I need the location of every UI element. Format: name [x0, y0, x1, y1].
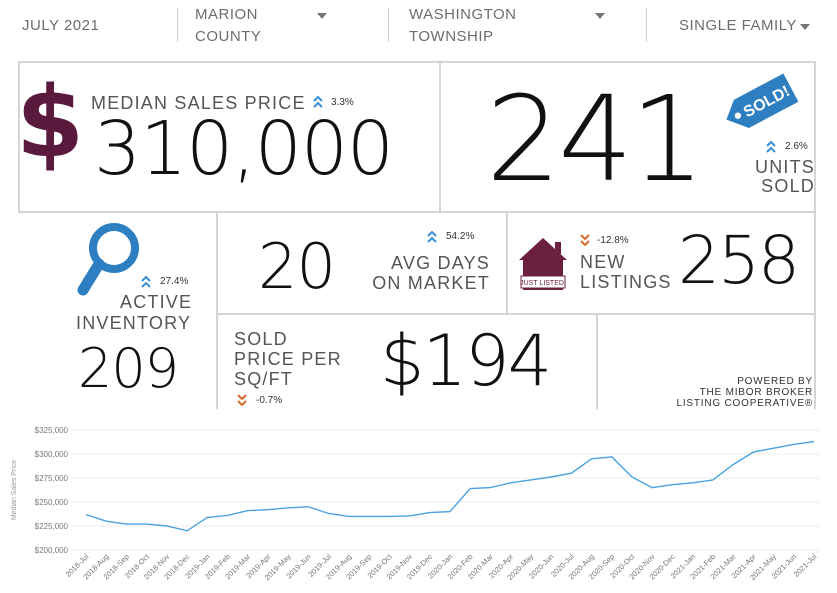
divider — [18, 61, 20, 213]
divider — [216, 211, 218, 409]
chevron-down-icon — [800, 24, 810, 30]
price-sqft-value: $194 — [380, 320, 552, 402]
down-arrow-icon — [580, 234, 590, 246]
units-sold-value: 241 — [486, 70, 705, 208]
header-divider — [388, 8, 389, 42]
divider — [218, 313, 816, 315]
active-inventory-change: 27.4% — [160, 276, 189, 287]
just-listed-text: JUST LISTED! — [520, 280, 566, 287]
y-tick-label: $225,000 — [35, 522, 69, 531]
y-tick-label: $275,000 — [35, 474, 69, 483]
county-line1: MARION — [195, 6, 258, 23]
county-line2: COUNTY — [195, 28, 262, 45]
units-sold-label-1: UNITS — [755, 157, 815, 177]
new-listings-value: 258 — [678, 222, 800, 299]
price-sqft-change: -0.7% — [256, 395, 283, 406]
series-line — [85, 440, 815, 532]
dollar-sign-icon: $ — [16, 66, 85, 180]
new-listings-label-2: LISTINGS — [580, 272, 672, 292]
divider — [439, 61, 441, 213]
header-divider — [177, 8, 178, 42]
active-inventory-value: 209 — [78, 337, 179, 400]
down-arrow-icon — [237, 394, 247, 406]
x-tick-label: 2021-Jul — [792, 552, 819, 579]
powered-by-line1: POWERED BY — [737, 376, 813, 387]
property-type-dropdown[interactable]: SINGLE FAMILY — [679, 15, 819, 39]
divider — [596, 313, 598, 409]
township-line1: WASHINGTON — [409, 6, 517, 23]
days-on-market-label-2: ON MARKET — [372, 273, 490, 293]
chevron-down-icon — [317, 13, 327, 19]
header-divider — [646, 8, 647, 42]
active-inventory-label-2: INVENTORY — [76, 313, 192, 333]
township-dropdown[interactable]: WASHINGTON TOWNSHIP — [409, 4, 619, 48]
new-listings-label-1: NEW — [580, 252, 626, 272]
median-price-value: 310,000 — [94, 106, 394, 192]
powered-by: POWERED BY THE MIBOR BROKER LISTING COOP… — [640, 376, 813, 409]
y-tick-label: $325,000 — [35, 426, 69, 435]
new-listings-change: -12.8% — [597, 235, 629, 246]
sold-tag-icon: SOLD! — [726, 73, 799, 128]
divider — [18, 211, 816, 213]
units-sold-change: 2.6% — [785, 141, 808, 152]
days-on-market-change: 54.2% — [446, 231, 475, 242]
powered-by-line3: LISTING COOPERATIVE® — [676, 398, 813, 409]
property-type-label: SINGLE FAMILY — [679, 17, 797, 34]
divider — [506, 211, 508, 315]
median-price-label: MEDIAN SALES PRICE — [91, 93, 306, 113]
active-inventory-label-1: ACTIVE — [120, 292, 193, 312]
days-on-market-value: 20 — [258, 230, 336, 303]
up-arrow-icon — [141, 276, 151, 288]
county-dropdown[interactable]: MARION COUNTY — [195, 4, 345, 48]
price-sqft-label-1: SOLD — [234, 329, 288, 349]
units-sold-label-2: SOLD — [761, 176, 815, 196]
divider — [814, 61, 816, 213]
y-axis-label: Median Sales Price — [11, 460, 18, 520]
powered-by-line2: THE MIBOR BROKER — [699, 387, 813, 398]
divider — [814, 211, 816, 409]
divider — [18, 61, 816, 63]
period-label: JULY 2021 — [22, 17, 100, 34]
price-sqft-label-2: PRICE PER — [234, 349, 342, 369]
median-price-chart: Median Sales Price $200,000 $225,000 $250,… — [11, 426, 820, 582]
magnifier-icon — [77, 223, 139, 296]
y-tick-label: $300,000 — [35, 450, 69, 459]
up-arrow-icon — [766, 141, 776, 153]
township-line2: TOWNSHIP — [409, 28, 494, 45]
y-tick-label: $250,000 — [35, 498, 69, 507]
days-on-market-label-1: AVG DAYS — [391, 253, 490, 273]
price-sqft-label-3: SQ/FT — [234, 369, 293, 389]
y-tick-label: $200,000 — [35, 546, 69, 555]
median-price-change: 3.3% — [331, 97, 354, 108]
house-icon: JUST LISTED! — [519, 238, 567, 290]
up-arrow-icon — [313, 96, 323, 108]
up-arrow-icon — [427, 231, 437, 243]
chevron-down-icon — [595, 13, 605, 19]
